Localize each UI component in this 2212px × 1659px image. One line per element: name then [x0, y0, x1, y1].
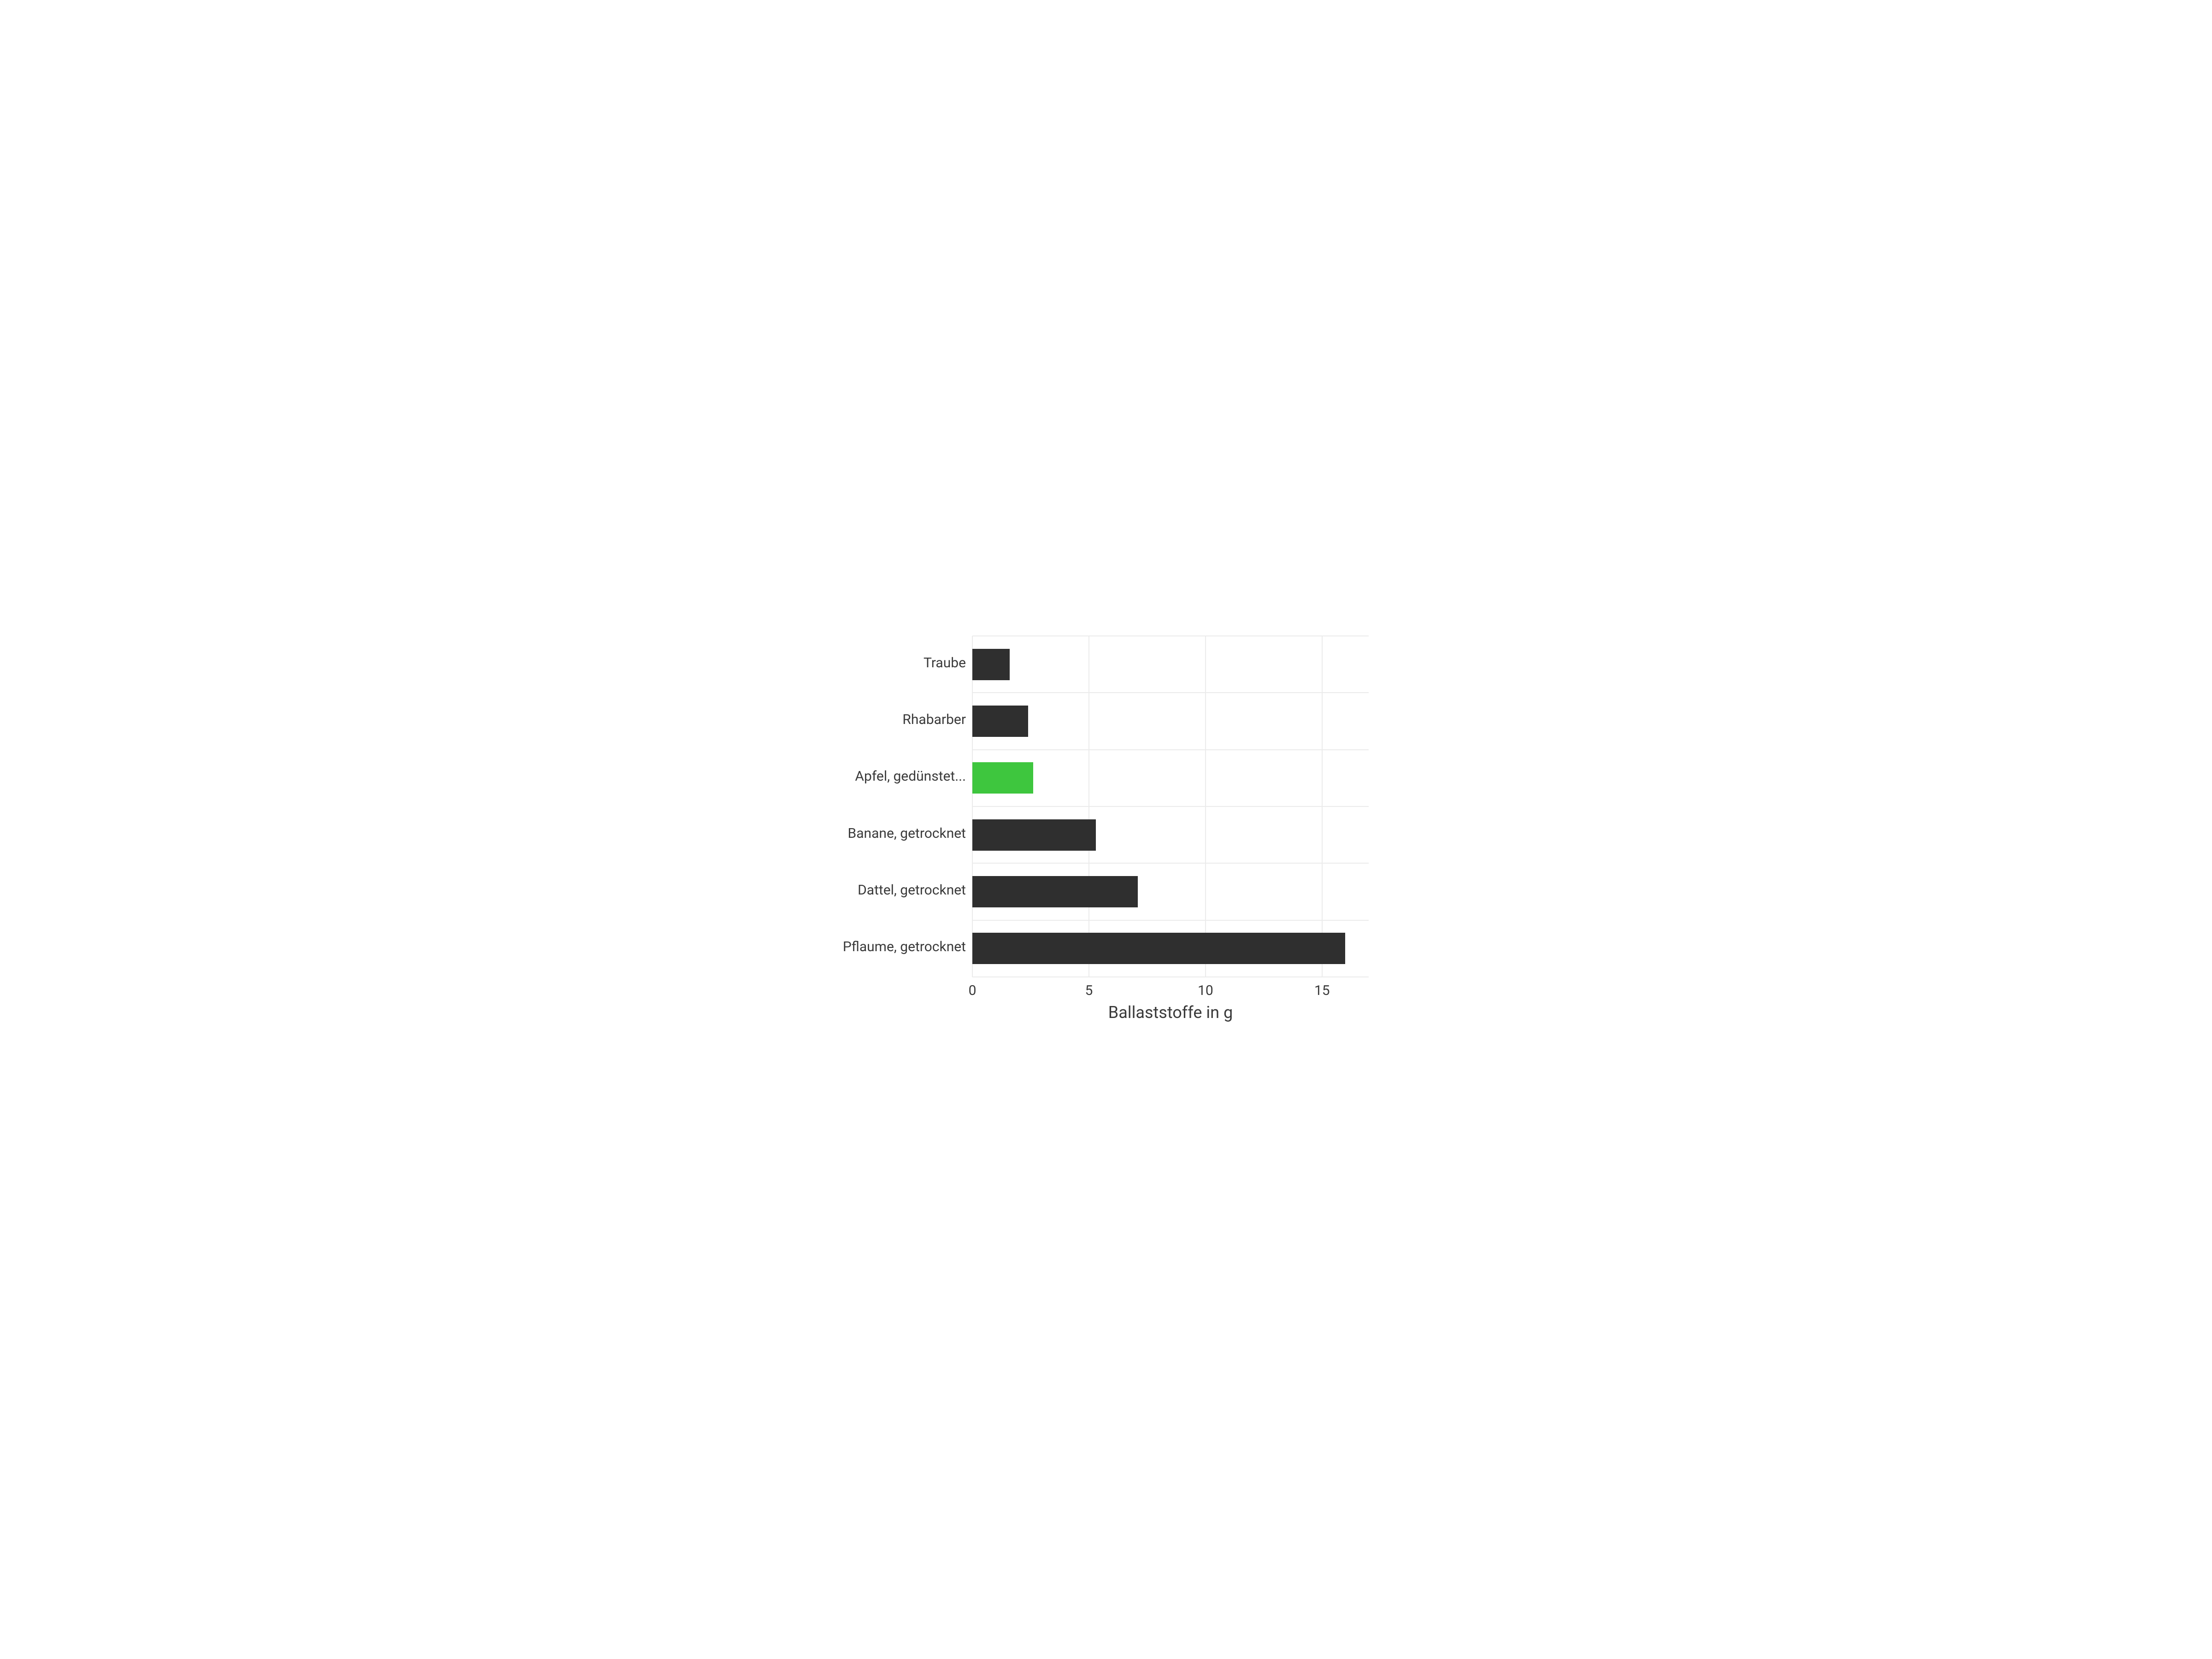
y-tick-label: Traube: [924, 655, 966, 671]
y-axis-line: [972, 636, 973, 977]
bar: [972, 706, 1028, 737]
y-gridline: [972, 635, 1369, 636]
bar: [972, 819, 1096, 851]
y-gridline: [972, 749, 1369, 750]
y-tick-label: Apfel, gedünstet...: [855, 768, 966, 784]
x-axis-title: Ballaststoffe in g: [1108, 1003, 1233, 1022]
y-gridline: [972, 863, 1369, 864]
x-tick-label: 0: [969, 982, 977, 999]
bar: [972, 933, 1345, 964]
x-tick-label: 15: [1314, 982, 1330, 999]
y-tick-label: Banane, getrocknet: [848, 825, 966, 841]
y-gridline: [972, 692, 1369, 693]
y-tick-label: Dattel, getrocknet: [858, 882, 966, 898]
bar: [972, 649, 1010, 680]
fiber-bar-chart: Traube Rhabarber Apfel, gedünstet... Banane…: [830, 622, 1382, 1037]
y-gridline: [972, 920, 1369, 921]
y-tick-label: Pflaume, getrocknet: [843, 939, 966, 955]
y-tick-label: Rhabarber: [902, 712, 966, 728]
x-tick-label: 5: [1085, 982, 1093, 999]
x-tick-label: 10: [1198, 982, 1213, 999]
bar: [972, 876, 1138, 907]
y-gridline: [972, 806, 1369, 807]
bar: [972, 762, 1033, 794]
